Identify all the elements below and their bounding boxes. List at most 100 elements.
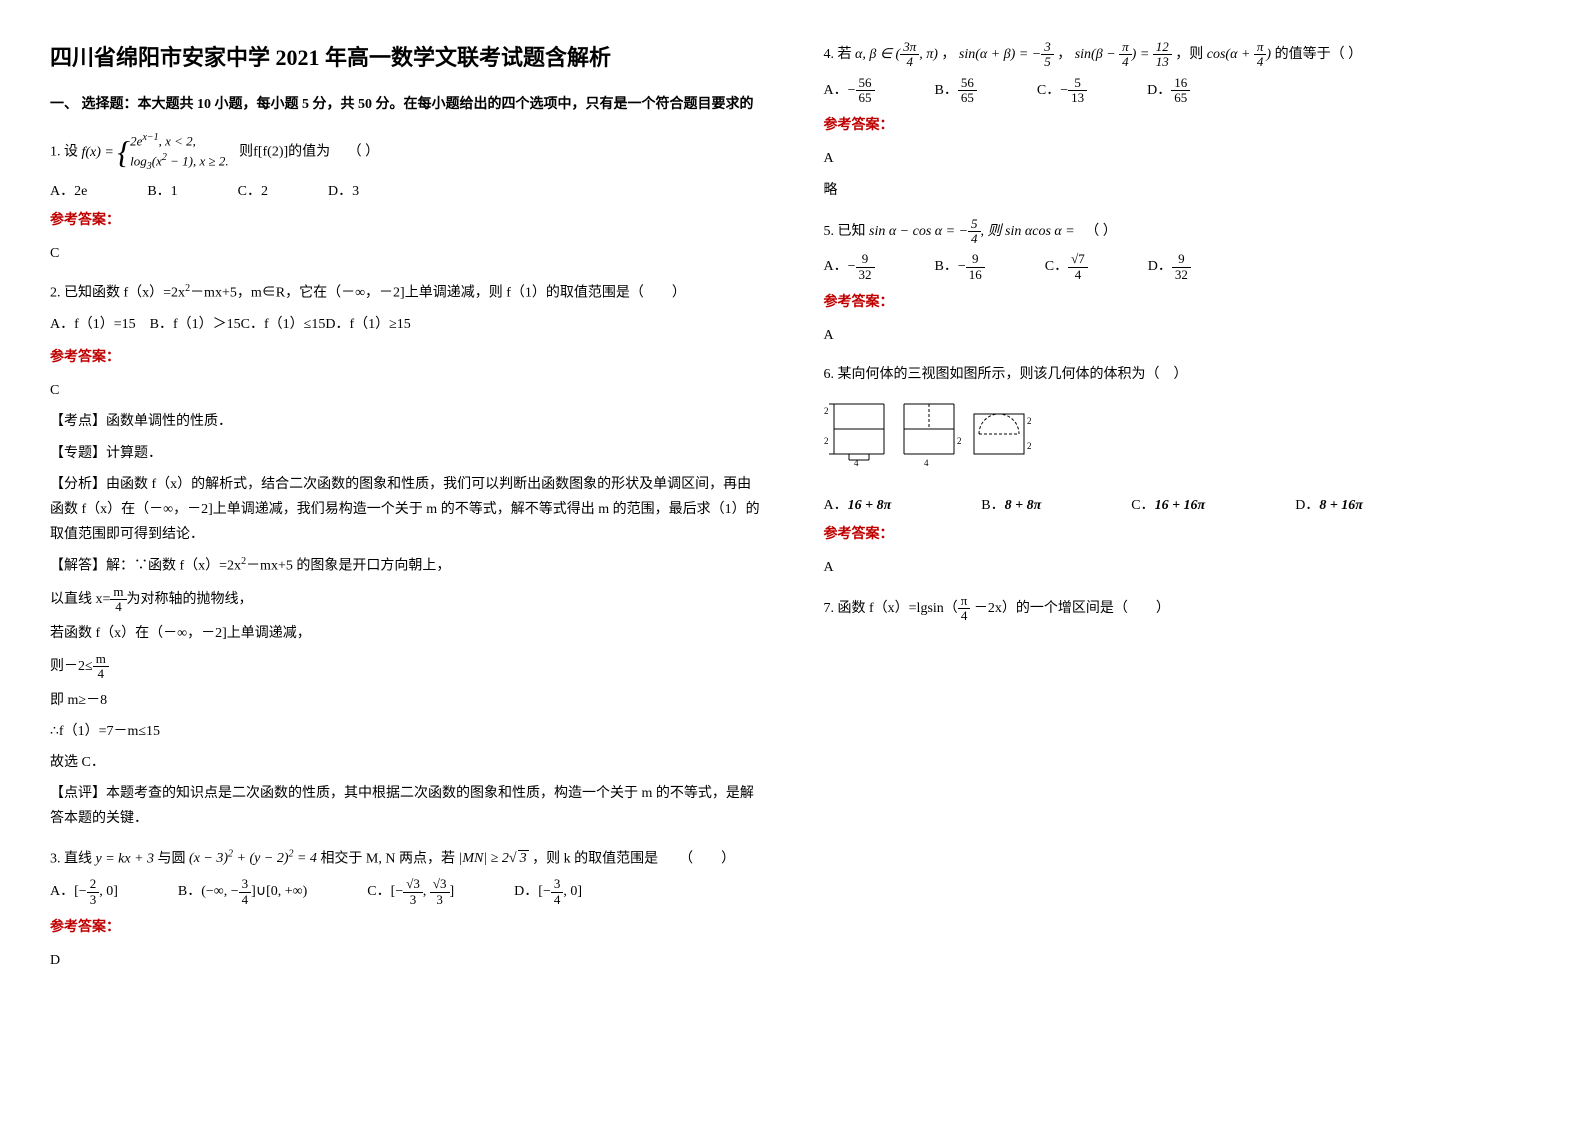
q3-optB: B．(−∞, −34]∪[0, +∞) [178,877,307,907]
q2-dianping: 【点评】本题考查的知识点是二次函数的性质，其中根据二次函数的图象和性质，构造一个… [50,781,764,831]
q5-optA: A．−932 [824,252,875,282]
q1-answer-label: 参考答案： [50,208,764,233]
q3-optA: A．[−23, 0] [50,877,118,907]
q1-c2a: log [130,153,147,168]
q3-eq2c: = 4 [293,851,316,866]
question-4: 4. 若 α, β ∈ (3π4, π) ， sin(α + β) = −35 … [824,40,1538,203]
q5-answer-label: 参考答案： [824,290,1538,315]
q3-optD: D．[−34, 0] [514,877,582,907]
svg-text:2: 2 [824,406,829,416]
q1-c2c: − 1), x ≥ 2. [167,153,229,168]
q5-la: sin α − cos α = − [869,224,968,239]
q3-eq1: y = kx + 3 [96,851,155,866]
q7-post: －2x）的一个增区间是（ ） [970,601,1170,616]
question-3: 3. 直线 y = kx + 3 与圆 (x − 3)2 + (y − 2)2 … [50,846,764,974]
q2-fenxi: 【分析】由函数 f（x）的解析式，结合二次函数的图象和性质，我们可以判断出函数图… [50,472,764,548]
q4-c3: ，则 [1175,47,1203,62]
q4-a1a: α, β ∈ ( [855,47,900,62]
q4-a3d1: 4 [1119,55,1132,69]
svg-text:2: 2 [1027,441,1032,451]
q4-a4n: π [1254,40,1267,55]
q4-tail: 的值等于（ ） [1275,47,1363,62]
question-7: 7. 函数 f（x）=lgsin（π4 －2x）的一个增区间是（ ） [824,594,1538,624]
q1-c1a: 2e [130,134,142,149]
q1-optC: C．2 [238,180,268,200]
q2-l1d: 4 [110,600,126,614]
question-1: 1. 设 f(x) = { 2ex−1, x < 2, log3(x2 − 1)… [50,131,764,266]
q4-a1n: 3π [900,40,919,55]
q3-eq3sqrt: 3 [518,850,529,866]
q2-l1b: 为对称轴的抛物线， [127,592,253,607]
q2-l3d: 4 [93,667,109,681]
q2-jd-a: 【解答】解：∵函数 f（x）=2x [50,559,241,574]
q4-a3b: ) = [1132,47,1153,62]
q4-a2n: 3 [1041,40,1054,55]
q2-stem-a: 2. 已知函数 f（x）=2x [50,286,185,301]
q3-pre: 3. 直线 [50,851,92,866]
q6-answer: A [824,555,1538,580]
q5-optB: B．−916 [935,252,985,282]
q1-c2b: (x [152,153,162,168]
q2-stem-b: －mx+5，m∈R，它在（－∞，－2]上单调递减，则 f（1）的取值范围是（ ） [190,286,686,301]
q4-a1d: 4 [900,55,919,69]
q4-c1: ， [941,47,955,62]
q6-optC: C．16 + 16π [1131,494,1205,514]
q1-optA: A．2e [50,180,87,200]
q4-note: 略 [824,178,1538,203]
svg-text:2: 2 [1027,416,1032,426]
question-2: 2. 已知函数 f（x）=2x2－mx+5，m∈R，它在（－∞，－2]上单调递减… [50,280,764,832]
q4-a3n2: 12 [1153,40,1172,55]
q4-a3a: sin(β − [1075,47,1119,62]
q5-ln: 5 [968,217,981,232]
q7-den: 4 [958,609,971,623]
q2-zhuanti: 【专题】计算题． [50,441,764,466]
q4-c2: ， [1057,47,1071,62]
q1-optB: B．1 [147,180,177,200]
q4-a3d2: 13 [1153,55,1172,69]
q2-l3a: 则－2≤ [50,659,93,674]
q4-a3n1: π [1119,40,1132,55]
q6-optB: B．8 + 8π [981,494,1041,514]
q5-ld: 4 [968,232,981,246]
svg-text:2: 2 [824,436,829,446]
q4-a4a: cos(α + [1207,47,1254,62]
q2-l1n: m [110,585,126,600]
q4-optD: D．1665 [1147,76,1190,106]
question-6: 6. 某向何体的三视图如图所示，则该几何体的体积为（ ） 2244222 A．1… [824,362,1538,580]
q4-optC: C．−513 [1037,76,1087,106]
q1-c1sup: x−1 [142,132,158,143]
q3-mid1: 与圆 [158,851,186,866]
svg-text:4: 4 [924,458,929,468]
q4-a2a: sin(α + β) = − [959,47,1041,62]
q5-lb: , 则 sin αcos α = [981,224,1075,239]
q3-answer: D [50,948,764,973]
q6-stem: 6. 某向何体的三视图如图所示，则该几何体的体积为（ ） [824,362,1538,387]
q1-paren: （ ） [348,145,380,160]
q1-answer: C [50,241,764,266]
q6-optA: A．16 + 8π [824,494,892,514]
q2-l5: ∴f（1）=7－m≤15 [50,719,764,744]
q1-c1b: , x < 2, [159,134,196,149]
q3-eq2a: (x − 3) [189,851,228,866]
section-instructions: 一、 选择题：本大题共 10 小题，每小题 5 分，共 50 分。在每小题给出的… [50,92,764,117]
q3-eq2b: + (y − 2) [233,851,288,866]
q2-l4: 即 m≥－8 [50,688,764,713]
three-view-diagram: 2244222 [824,394,1044,474]
q6-optD: D．8 + 16π [1295,494,1363,514]
q4-answer-label: 参考答案： [824,113,1538,138]
q3-answer-label: 参考答案： [50,915,764,940]
q2-opts: A．f（1）=15 B．f（1）＞15C．f（1）≤15D．f（1）≥15 [50,312,764,337]
q5-pre: 5. 已知 [824,224,866,239]
q7-pre: 7. 函数 f（x）=lgsin（ [824,601,958,616]
q3-mid2: 相交于 M, N 两点，若 [320,851,455,866]
q4-optB: B．5665 [935,76,977,106]
q1-lhs: f(x) = [82,145,114,160]
q3-eq3a: |MN| ≥ 2 [459,851,509,866]
q2-l6: 故选 C． [50,750,764,775]
q1-tail: 则f[f(2)]的值为 [239,145,330,160]
q4-pre: 4. 若 [824,47,852,62]
q4-a4b: ) [1266,47,1271,62]
q3-optC: C．[−√33, √33] [367,877,454,907]
q5-optC: C．√74 [1045,252,1088,282]
q2-jd-b: －mx+5 的图象是开口方向朝上， [246,559,450,574]
